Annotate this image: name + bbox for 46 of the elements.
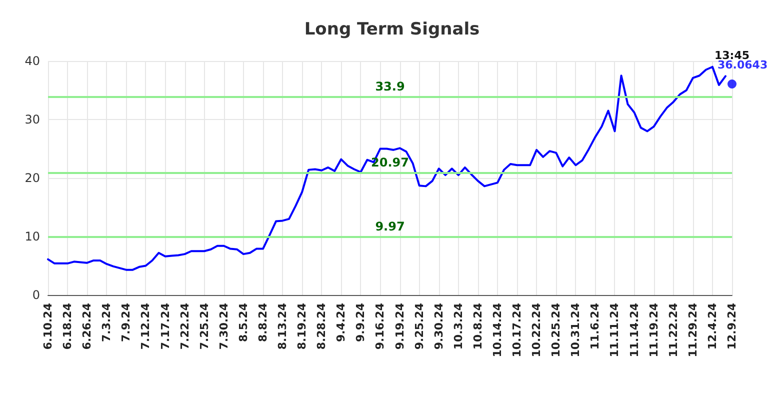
x-tick-label: 8.19.24: [296, 302, 309, 350]
x-tick-label: 9.9.24: [354, 302, 368, 342]
x-tick-label: 10.17.24: [510, 302, 524, 358]
y-tick-label: 20: [24, 171, 40, 185]
x-tick-label: 11.22.24: [666, 302, 680, 358]
x-tick-label: 8.5.24: [236, 302, 250, 342]
y-tick-label: 40: [24, 54, 40, 68]
x-tick-label: 7.22.24: [178, 302, 192, 350]
x-tick-label: 10.22.24: [530, 302, 544, 358]
x-tick-label: 9.30.24: [432, 302, 446, 350]
x-tick-label: 7.25.24: [198, 302, 211, 350]
x-tick-label: 10.8.24: [471, 302, 484, 350]
x-tick-label: 9.4.24: [334, 302, 348, 342]
x-tick-label: 8.8.24: [256, 302, 270, 342]
x-tick-label: 10.3.24: [452, 302, 465, 350]
x-tick-label: 10.14.24: [490, 302, 504, 358]
x-tick-label: 8.28.24: [315, 302, 328, 350]
x-tick-label: 11.14.24: [628, 302, 641, 358]
data-label: 36.0643: [718, 58, 768, 72]
x-tick-label: 9.16.24: [374, 302, 387, 350]
x-tick-label: 7.12.24: [139, 302, 152, 350]
x-tick-label: 8.13.24: [276, 302, 290, 350]
x-tick-label: 7.3.24: [100, 302, 114, 342]
x-tick-label: 7.30.24: [217, 302, 230, 350]
x-tick-label: 7.17.24: [158, 302, 172, 350]
x-tick-label: 9.19.24: [393, 302, 406, 350]
x-tick-label: 11.11.24: [608, 302, 622, 358]
x-tick-label: 6.10.24: [42, 302, 54, 350]
x-tick-label: 6.18.24: [61, 302, 74, 350]
y-tick-label: 30: [24, 112, 40, 126]
y-tick-label: 10: [24, 230, 40, 244]
chart-title: Long Term Signals: [304, 20, 480, 40]
x-tick-label: 11.6.24: [588, 302, 602, 350]
x-tick-label: 6.26.24: [80, 302, 94, 350]
x-tick-label: 11.29.24: [686, 302, 700, 358]
x-tick-label: 11.19.24: [647, 302, 660, 358]
x-tick-label: 9.25.24: [412, 302, 426, 350]
x-tick-label: 12.4.24: [706, 302, 719, 350]
y-tick-label: 0: [32, 288, 40, 302]
ref-line-label: 33.9: [375, 80, 405, 94]
x-tick-label: 10.31.24: [569, 302, 582, 358]
x-tick-label: 12.9.24: [726, 302, 738, 350]
x-tick-label: 10.25.24: [550, 302, 563, 358]
x-tick-label: 7.9.24: [120, 302, 133, 342]
ref-line-label: 20.97: [371, 155, 409, 170]
ref-line-label: 9.97: [375, 220, 405, 234]
